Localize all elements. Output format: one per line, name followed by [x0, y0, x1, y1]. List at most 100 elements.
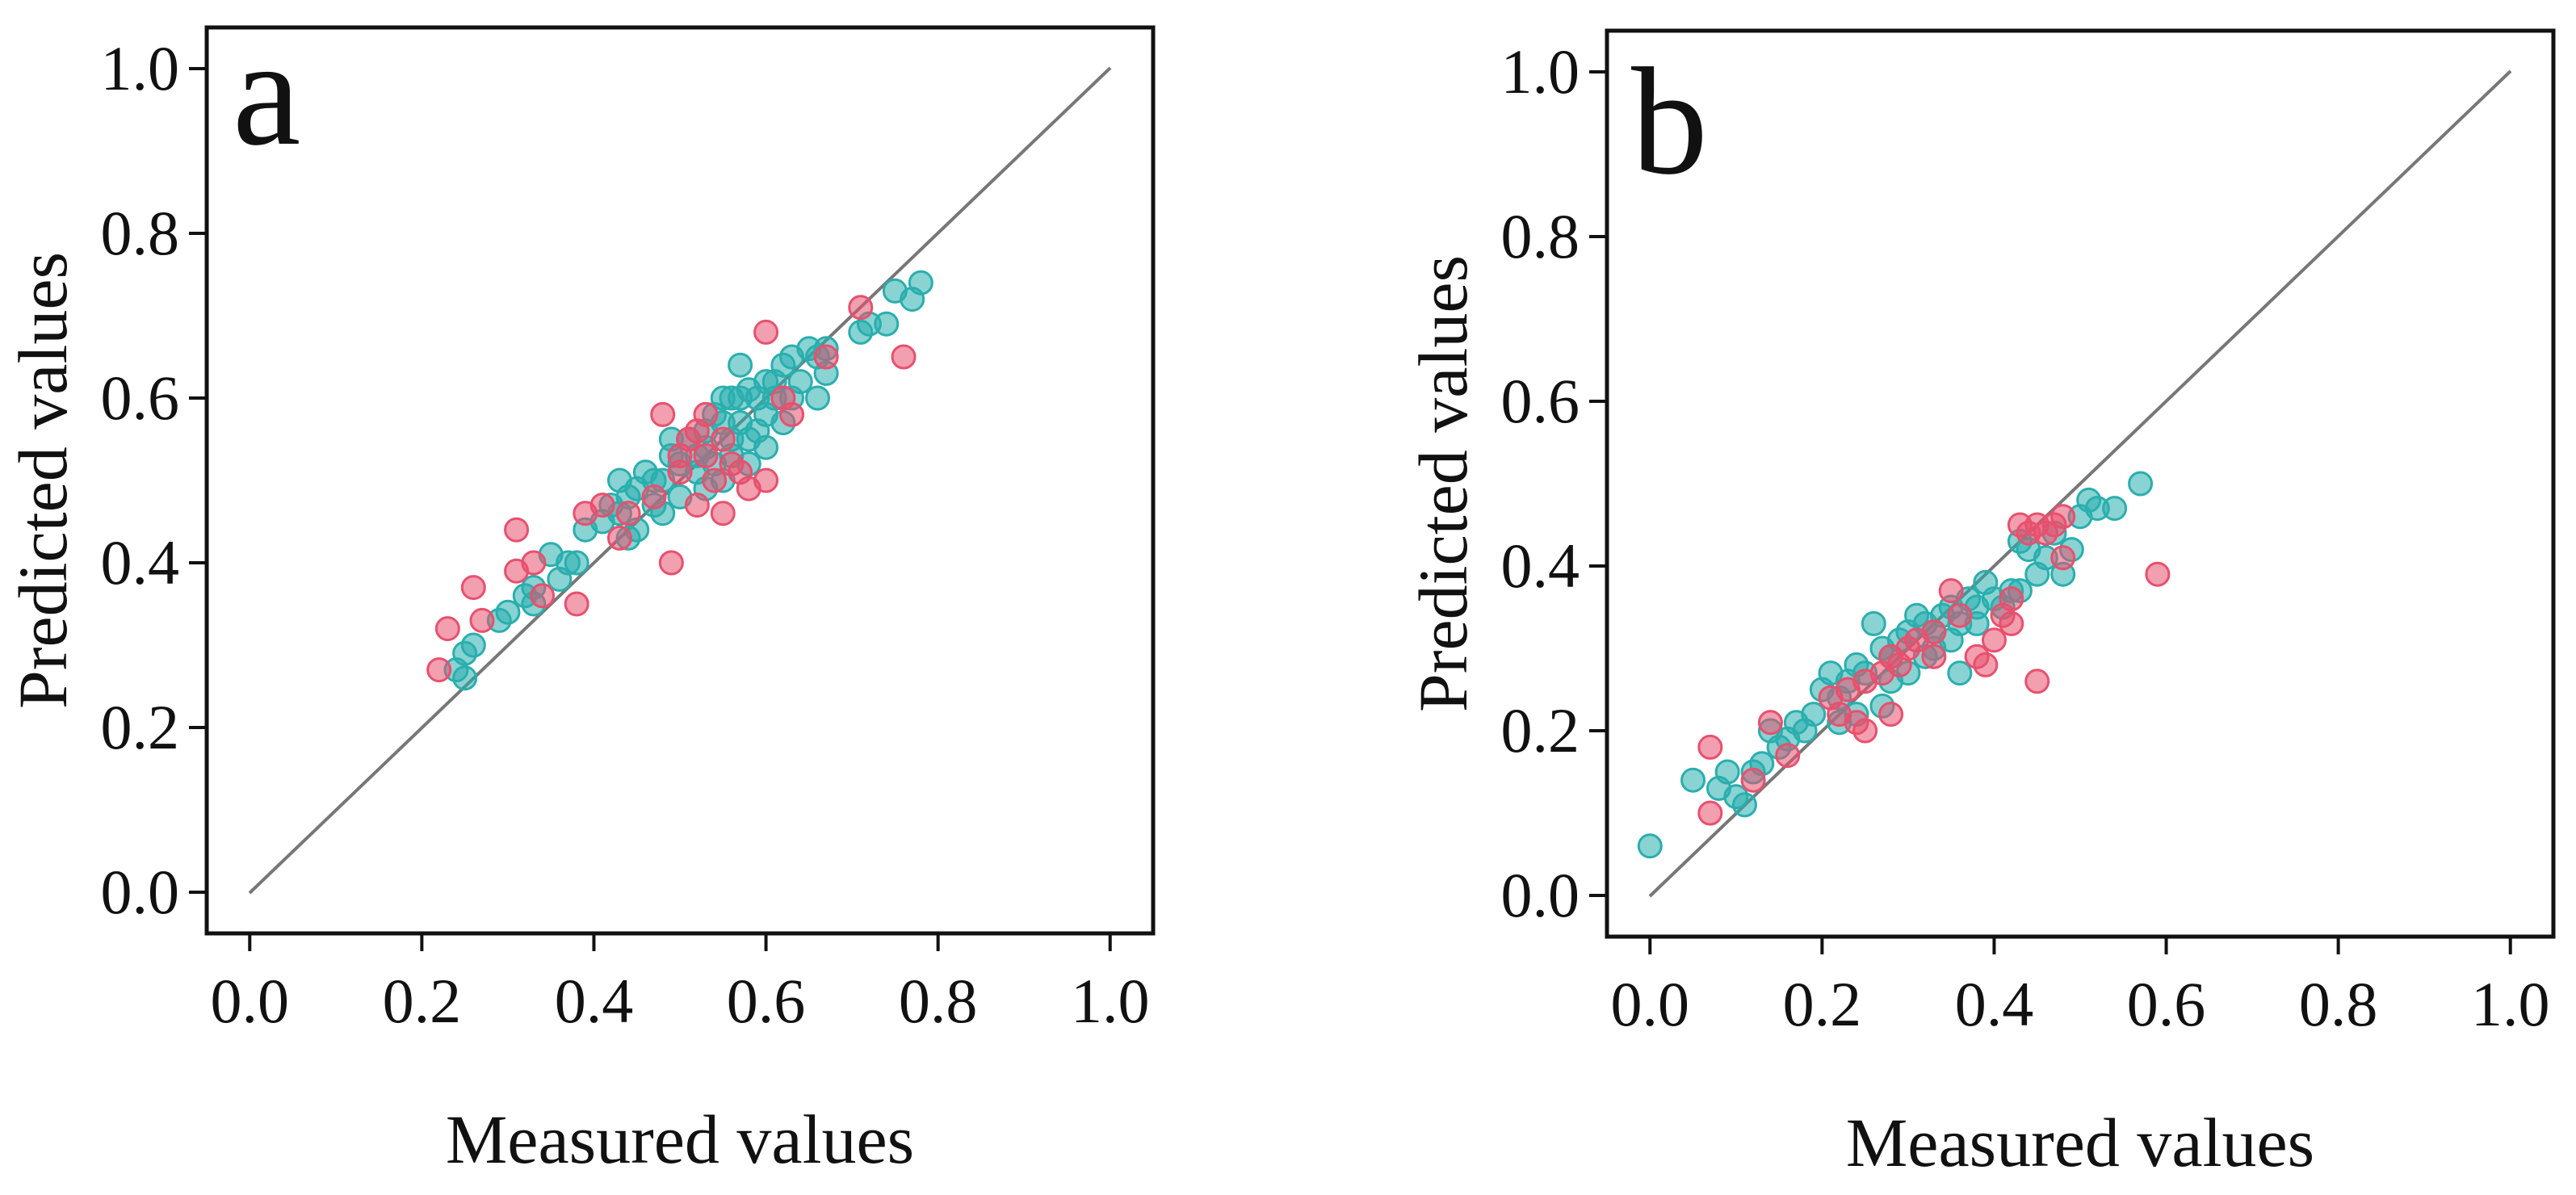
panel-label: b: [1631, 37, 1708, 207]
data-point-series-1: [710, 501, 736, 526]
x-tick-label: 0.8: [2299, 969, 2378, 1039]
x-tick-label: 0.0: [211, 966, 290, 1036]
data-point-series-1: [1947, 602, 1973, 628]
data-point-series-0: [787, 369, 813, 395]
data-point-series-0: [564, 550, 589, 576]
data-point-series-1: [667, 459, 693, 485]
data-point-series-1: [2050, 504, 2076, 530]
panel-b: 0.0 0.2 0.4 0.6 0.8 1.0 0.00.20.40.60.81.0 b …: [1404, 28, 2556, 1181]
x-tick-label: 0.0: [1611, 969, 1690, 1039]
x-tick-label: 1.0: [1071, 966, 1150, 1036]
data-point-series-0: [452, 665, 478, 691]
x-tick-label: 0.4: [555, 966, 634, 1036]
y-tick-label: 0.8: [101, 198, 180, 268]
x-axis-title: Measured values: [446, 1101, 914, 1178]
data-point-series-1: [1878, 702, 1904, 727]
data-point-series-1: [641, 484, 667, 509]
data-point-series-1: [615, 501, 641, 526]
data-point-series-0: [1637, 833, 1663, 859]
x-tick-label: 0.4: [1955, 969, 2034, 1039]
data-point-series-0: [2102, 496, 2128, 522]
data-point-series-1: [848, 295, 874, 321]
data-point-series-1: [2145, 561, 2171, 587]
data-point-series-1: [736, 476, 761, 501]
x-tick-label: 0.2: [1783, 969, 1862, 1039]
data-point-series-1: [1981, 627, 2007, 653]
data-points: [426, 270, 933, 691]
y-tick-label: 0.0: [1501, 860, 1580, 930]
data-point-series-1: [1852, 718, 1878, 744]
data-point-series-0: [710, 385, 736, 411]
y-tick-label: 1.0: [101, 33, 180, 103]
data-point-series-0: [606, 468, 632, 493]
y-tick-label: 0.4: [101, 527, 180, 598]
data-point-series-0: [874, 311, 900, 337]
x-tick-label: 0.6: [727, 966, 806, 1036]
data-point-series-1: [693, 401, 719, 427]
panel-label: a: [233, 8, 300, 178]
data-point-series-1: [426, 657, 452, 683]
data-point-series-1: [530, 583, 556, 609]
data-point-series-1: [2050, 545, 2076, 571]
y-tick-label: 0.2: [101, 692, 180, 762]
x-tick-label: 0.2: [383, 966, 462, 1036]
data-point-series-1: [693, 442, 719, 468]
y-tick-label: 0.6: [1501, 366, 1580, 436]
data-point-series-1: [658, 550, 684, 576]
y-tick-label: 0.0: [101, 857, 180, 927]
data-point-series-1: [1775, 743, 1801, 769]
x-tick-label: 0.8: [899, 966, 978, 1036]
data-point-series-1: [710, 426, 736, 452]
data-point-series-1: [564, 591, 589, 617]
data-point-series-0: [1861, 610, 1886, 636]
y-axis-ticks: 0.0 0.2 0.4 0.6 0.8 1.0: [101, 33, 207, 927]
data-point-series-1: [1895, 635, 1921, 661]
y-axis-title: Predicted values: [4, 252, 82, 709]
y-tick-label: 0.8: [1501, 201, 1580, 271]
data-point-series-0: [460, 632, 486, 658]
data-point-series-0: [547, 566, 573, 592]
data-point-series-1: [460, 575, 486, 601]
x-axis-ticks: 0.0 0.2 0.4 0.6 0.8 1.0: [211, 933, 1150, 1036]
data-point-series-1: [702, 468, 728, 493]
data-point-series-1: [1973, 652, 1999, 677]
y-axis-ticks: 0.0 0.2 0.4 0.6 0.8 1.0: [1501, 36, 1607, 930]
data-point-series-1: [1697, 734, 1723, 760]
data-point-series-0: [745, 385, 770, 411]
data-points: [1637, 471, 2171, 859]
data-point-series-0: [1801, 702, 1827, 727]
y-tick-label: 0.6: [101, 363, 180, 433]
data-point-series-1: [779, 401, 805, 427]
data-point-series-1: [813, 344, 839, 370]
data-point-series-1: [589, 493, 615, 518]
data-point-series-0: [1714, 759, 1740, 785]
data-point-series-1: [606, 525, 632, 551]
data-point-series-1: [469, 607, 495, 633]
x-tick-label: 0.6: [2127, 969, 2206, 1039]
y-tick-label: 0.4: [1501, 530, 1580, 601]
data-point-series-0: [728, 352, 753, 378]
data-point-series-1: [434, 616, 460, 642]
y-tick-label: 0.2: [1501, 695, 1580, 765]
data-point-series-1: [1697, 800, 1723, 826]
y-axis-title: Predicted values: [1404, 255, 1482, 712]
data-point-series-1: [504, 517, 530, 543]
y-tick-label: 1.0: [1501, 36, 1580, 107]
data-point-series-0: [1680, 767, 1706, 793]
data-point-series-0: [2128, 471, 2154, 497]
data-point-series-1: [684, 493, 710, 518]
data-point-series-1: [1921, 644, 1947, 669]
panel-a: 0.0 0.2 0.4 0.6 0.8 1.0 0.00.20.40.60.81.0 a …: [4, 8, 1156, 1178]
data-point-series-0: [1947, 660, 1973, 686]
data-point-series-1: [650, 401, 676, 427]
data-point-series-1: [1938, 578, 1964, 604]
data-point-series-0: [804, 385, 830, 411]
data-point-series-1: [1757, 710, 1783, 736]
data-point-series-1: [753, 319, 779, 345]
data-point-series-1: [891, 344, 917, 370]
data-point-series-1: [1999, 586, 2024, 612]
x-axis-title: Measured values: [1846, 1104, 2314, 1181]
data-point-series-1: [1921, 619, 1947, 645]
data-point-series-0: [908, 270, 933, 296]
